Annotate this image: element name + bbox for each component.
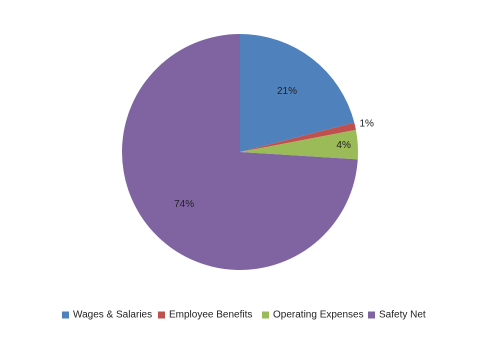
legend-swatch bbox=[62, 311, 69, 319]
pie-slice bbox=[240, 34, 355, 152]
pie-slice bbox=[240, 129, 358, 160]
pie-slice bbox=[122, 34, 358, 270]
slice-label: 1% bbox=[359, 118, 374, 129]
legend-swatch bbox=[158, 311, 165, 319]
slice-label: 74% bbox=[174, 199, 194, 210]
pie-slice bbox=[240, 122, 356, 152]
legend-label: Operating Expenses bbox=[273, 310, 364, 321]
slice-label: 4% bbox=[336, 140, 351, 151]
slice-label: 21% bbox=[277, 86, 297, 97]
legend-label: Employee Benefits bbox=[169, 310, 252, 321]
legend-swatch bbox=[262, 311, 269, 319]
legend-label: Safety Net bbox=[379, 310, 426, 321]
legend-label: Wages & Salaries bbox=[73, 310, 152, 321]
legend-swatch bbox=[368, 311, 375, 319]
